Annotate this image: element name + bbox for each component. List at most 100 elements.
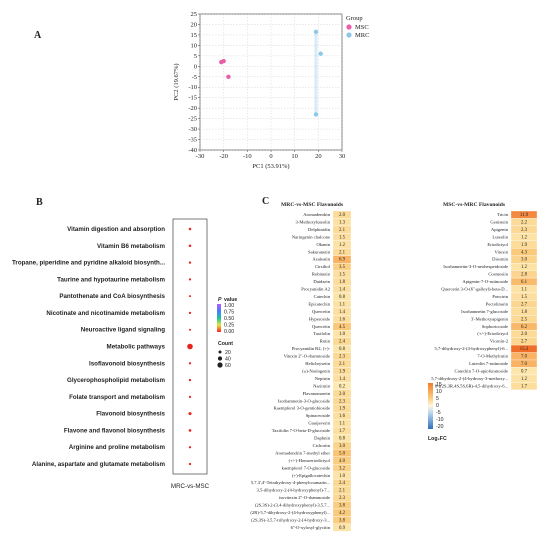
pca-tick-label-y: -15: [188, 95, 197, 102]
bubble-point: [187, 343, 193, 350]
heatmap-row-label: Tricin: [497, 212, 509, 217]
heatmap-row-label: 5,7-dihydroxy-2-(4-hydroxyphenyl)-6...: [435, 346, 508, 352]
heatmap-row-label: Taxifolin 7-O-beta-D-glucoside: [272, 428, 330, 433]
heatmap-cell-value: 1.6: [339, 317, 346, 322]
heatmap-cell-value: 0.2: [339, 384, 346, 389]
heatmap-cell-value: 7.0: [521, 362, 528, 367]
heatmap-cell-value: 2.1: [339, 489, 346, 494]
heatmap-cell-value: 3.8: [339, 518, 346, 523]
pca-tick-label-y: 5: [194, 53, 197, 60]
heatmap-cell-value: 1.1: [339, 302, 346, 307]
pathway-label: Vitamin B6 metabolism: [97, 243, 165, 250]
heatmap-row-label: Aromadendrin 7-methyl ether: [275, 450, 330, 455]
heatmap-row-label: Flavanomarein: [302, 391, 330, 396]
pca-tick-label-y: 15: [191, 32, 198, 39]
heatmap-row-label: Kaempferol 3-O-gentiobioside: [273, 406, 330, 411]
bubble-point: [188, 295, 192, 298]
heatmap-cell-value: 1.9: [339, 369, 346, 374]
pca-x-axis-label: PC1 (53.91%): [252, 163, 289, 170]
heatmap-cell-value: 6.2: [521, 325, 528, 330]
pathway-label: Pantothenate and CoA biosynthesis: [59, 293, 165, 300]
heatmap-cell-value: 1.5: [339, 273, 346, 278]
heatmap-row-label: Isorhamnetin 7-glucoside: [461, 309, 508, 314]
log2fc-tick-label: -5: [436, 410, 441, 416]
heatmap-cell-value: 2.7: [521, 302, 528, 307]
heatmap-row-label: isovitexin 2''-O-rhamnoside: [279, 495, 330, 500]
bubble-plot-frame: [172, 218, 208, 475]
heatmap-title: MRC-vs-MSC Flavonoids: [281, 202, 344, 208]
heatmap-cell-value: 2.0: [339, 213, 346, 218]
heatmap-cell-value: 4.3: [521, 250, 528, 255]
heatmap-row-label: Robinetin: [312, 272, 331, 277]
heatmap-row-label: 5,7,3',4'-Tetrahydroxy-4-phenylcoumarin.…: [251, 480, 330, 486]
pca-legend-marker: [346, 24, 352, 30]
pathway-label: Isoflavonoid biosynthesis: [89, 360, 166, 367]
pca-tick-label-x: 20: [315, 153, 322, 160]
heatmap-row-label: Eriodictyol: [487, 242, 508, 247]
log2fc-tick-label: 0: [436, 403, 439, 409]
heatmap-cell: [510, 382, 538, 390]
heatmap-cell-value: 1.9: [339, 407, 346, 412]
heatmap-cell-value: 6.9: [339, 258, 346, 263]
heatmap-cell-value: 2.3: [339, 496, 346, 501]
heatmap-row-label: 3'-Methoxyapigenin: [471, 316, 509, 321]
pvalue-colorbar: [217, 304, 221, 332]
heatmap-row-label: Pectolinarin: [486, 301, 509, 306]
log2fc-tick-label: 15: [436, 382, 442, 388]
pvalue-tick-label: 1.00: [224, 303, 234, 309]
heatmap-row-label: Luteolin 7-rutinoside: [469, 361, 508, 366]
count-legend-marker: [217, 362, 223, 368]
heatmap-cell-value: 1.3: [339, 220, 346, 225]
heatmap-row-label: Nepitrin: [315, 376, 331, 381]
heatmap-cell-value: 2.5: [521, 317, 528, 322]
heatmap-row-label: Cirsiliol: [315, 264, 331, 269]
heatmap-cell-value: 2.3: [521, 228, 528, 233]
heatmap-cell-value: 2.1: [339, 362, 346, 367]
heatmap-cell-value: 1.7: [521, 384, 528, 389]
heatmap-row-label: Procyanidin A2: [301, 287, 330, 292]
bubble-point: [188, 395, 192, 399]
heatmap-row-label: Vitexin 2''-O-rhamnoside: [284, 354, 330, 359]
pca-tick-label-x: 10: [291, 153, 298, 160]
heatmap-row-label: Procyanidin B2, (+)-: [292, 346, 331, 352]
count-legend-marker: [218, 350, 222, 354]
heatmap-row-label: Azaleatin: [312, 257, 330, 262]
heatmap-row-label: Catechin: [314, 294, 331, 299]
heatmap-row-label: Apigenin: [491, 227, 509, 232]
bubble-x-label: MRC-vs-MSC: [171, 483, 210, 490]
count-legend-marker: [217, 356, 223, 361]
heatmap-cell-value: 0.7: [521, 369, 528, 374]
heatmap-row-label: Naringenin chalcone: [292, 234, 330, 239]
count-legend-title: Count: [218, 341, 233, 347]
bubble-point: [188, 227, 192, 231]
log2fc-legend-title: Log₂FC: [428, 436, 447, 442]
pca-scatter-plot: -30 -20 -10 0 10 20 30 25 20 15 10 5 0 -5 -10 -15 -20 -25…: [173, 11, 369, 170]
heatmap-cell-value: 2.0: [521, 332, 528, 337]
pca-legend-label: MSC: [355, 24, 369, 31]
pca-tick-label-y: -5: [192, 74, 197, 81]
count-tick-label: 40: [225, 357, 231, 363]
pca-tick-label-y: 20: [191, 21, 198, 28]
heatmap-row-label: Okanin: [316, 242, 330, 247]
count-tick-label: 60: [225, 363, 231, 369]
heatmap-row-label: 3,5-dihydroxy-2-(4-hydroxyphenyl)-7...: [257, 488, 330, 494]
heatmap-cell-value: 2.2: [521, 220, 528, 225]
bubble-point: [188, 412, 192, 416]
pca-point-mrc: [318, 51, 323, 56]
heatmap-cell-value: 1.2: [521, 377, 528, 382]
heatmap-row-label: Spinaceoside: [306, 413, 330, 418]
bubble-point: [188, 378, 192, 382]
heatmap-row-label: Luteolin: [492, 234, 508, 239]
flavonoid-heatmap: MRC-vs-MSC Flavonoids Aromadendrin 2.0 3-Me…: [250, 202, 538, 532]
heatmap-cell-value: 6.1: [521, 280, 528, 285]
pca-tick-label-y: 25: [191, 11, 198, 18]
heatmap-cell-value: 4.5: [339, 325, 346, 330]
heatmap-row-label: Isorhamnetin-3-O-neohespeidoside: [443, 264, 508, 269]
pca-plot-frame: [199, 13, 343, 151]
bubble-point: [188, 311, 192, 315]
log2fc-tick-label: 10: [436, 389, 442, 395]
heatmap-row-label: Genistein: [490, 219, 508, 224]
heatmap-cell-value: 7.0: [521, 355, 528, 360]
pca-tick-label-y: -30: [188, 126, 197, 133]
heatmap-cell-value: 2.8: [521, 273, 528, 278]
